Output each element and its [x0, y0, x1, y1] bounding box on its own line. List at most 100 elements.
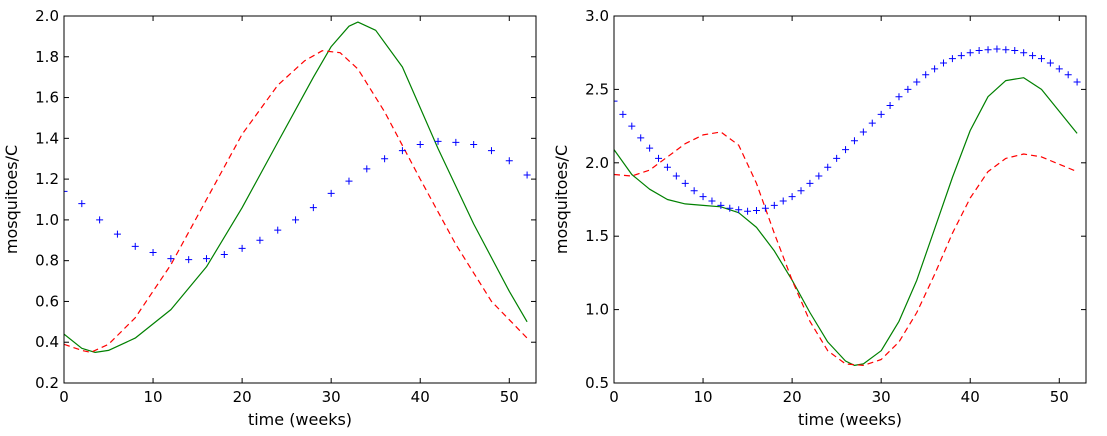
data-point-plus [895, 93, 903, 101]
data-point-plus [770, 201, 778, 209]
data-point-plus [309, 204, 317, 212]
y-tick-label: 1.5 [585, 227, 609, 245]
data-point-plus [717, 201, 725, 209]
y-axis-label: mosquitoes/C [2, 145, 21, 254]
data-point-plus [646, 144, 654, 152]
data-point-plus [202, 255, 210, 263]
data-point-plus [149, 249, 157, 257]
data-point-plus [1020, 49, 1028, 57]
data-point-plus [78, 200, 86, 208]
data-point-plus [1029, 52, 1037, 60]
data-point-plus [842, 146, 850, 154]
data-point-plus [931, 65, 939, 73]
data-point-plus [274, 226, 282, 234]
data-point-plus [761, 204, 769, 212]
data-point-plus [398, 147, 406, 155]
data-point-plus [797, 187, 805, 195]
data-point-plus [833, 154, 841, 162]
plot-area [64, 21, 531, 353]
series-plus-markers [614, 45, 1081, 215]
data-point-plus [523, 171, 531, 179]
data-point-plus [690, 187, 698, 195]
data-point-plus [256, 236, 264, 244]
y-tick-label: 2.0 [585, 154, 609, 172]
x-tick-label: 40 [961, 388, 980, 406]
x-tick-label: 0 [59, 388, 69, 406]
data-point-plus [948, 55, 956, 63]
data-point-plus [779, 197, 787, 205]
data-point-plus [185, 256, 193, 264]
data-point-plus [167, 255, 175, 263]
data-point-plus [416, 140, 424, 148]
data-point-plus [788, 193, 796, 201]
series-line-solid [64, 21, 528, 353]
data-point-plus [868, 119, 876, 127]
data-point-plus [220, 251, 228, 259]
data-point-plus [381, 155, 389, 163]
y-tick-label: 0.6 [35, 292, 59, 310]
data-point-plus [434, 137, 442, 145]
plot-area [614, 45, 1081, 366]
data-point-plus [726, 204, 734, 212]
data-point-plus [655, 154, 663, 162]
data-point-plus [452, 138, 460, 146]
axes-frame [63, 15, 537, 384]
y-tick-label: 2.0 [35, 7, 59, 25]
data-point-plus [292, 216, 300, 224]
x-tick-label: 20 [783, 388, 802, 406]
data-point-plus [886, 102, 894, 110]
data-point-plus [877, 110, 885, 118]
data-point-plus [1055, 65, 1063, 73]
data-point-plus [96, 216, 104, 224]
y-tick-label: 1.2 [35, 170, 59, 188]
data-point-plus [993, 45, 1001, 53]
x-tick-label: 50 [1050, 388, 1069, 406]
data-point-plus [744, 207, 752, 215]
data-point-plus [708, 197, 716, 205]
data-point-plus [850, 137, 858, 145]
data-point-plus [672, 172, 680, 180]
data-point-plus [975, 46, 983, 54]
data-point-plus [1064, 71, 1072, 79]
data-point-plus [735, 206, 743, 214]
y-tick-label: 1.6 [35, 89, 59, 107]
data-point-plus [131, 242, 139, 250]
data-point-plus [1046, 59, 1054, 67]
x-tick-label: 20 [233, 388, 252, 406]
data-point-plus [628, 122, 636, 130]
y-tick-label: 1.4 [35, 129, 59, 147]
data-point-plus [699, 193, 707, 201]
data-point-plus [64, 187, 68, 195]
data-point-plus [824, 163, 832, 171]
x-tick-label: 50 [500, 388, 519, 406]
data-point-plus [663, 163, 671, 171]
data-point-plus [922, 71, 930, 79]
x-tick-label: 10 [144, 388, 163, 406]
data-point-plus [1011, 46, 1019, 54]
data-point-plus [345, 177, 353, 185]
y-tick-label: 0.2 [35, 374, 59, 392]
y-tick-label: 0.8 [35, 252, 59, 270]
y-tick-label: 0.4 [35, 333, 59, 351]
y-tick-label: 1.0 [585, 301, 609, 319]
y-tick-label: 1.0 [35, 211, 59, 229]
y-tick-label: 1.8 [35, 48, 59, 66]
y-tick-label: 2.5 [585, 80, 609, 98]
data-point-plus [614, 97, 618, 105]
data-point-plus [363, 165, 371, 173]
data-point-plus [957, 52, 965, 60]
data-point-plus [984, 46, 992, 54]
data-point-plus [940, 59, 948, 67]
data-point-plus [487, 147, 495, 155]
x-tick-label: 0 [609, 388, 619, 406]
y-axis-label: mosquitoes/C [552, 145, 571, 254]
left-chart: 0 10 20 30 40 50 0.2 0.4 0.6 0.8 1.0 1.2 1.4 1.6 1.8 2.… [2, 7, 537, 429]
data-point-plus [681, 179, 689, 187]
data-point-plus [752, 207, 760, 215]
data-point-plus [806, 179, 814, 187]
data-point-plus [913, 78, 921, 86]
data-point-plus [505, 157, 513, 165]
series-line-solid [614, 77, 1078, 366]
data-point-plus [966, 49, 974, 57]
